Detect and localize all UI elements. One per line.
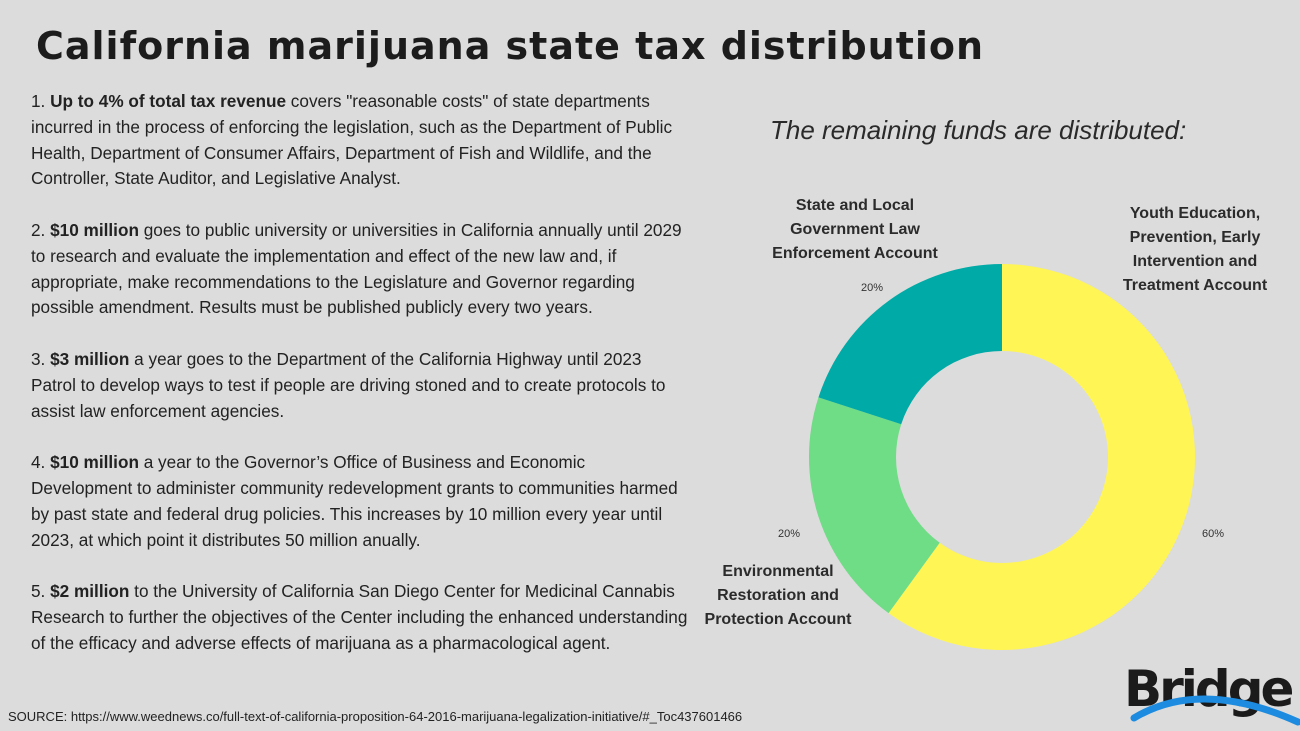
list-item: 3. $3 million a year goes to the Departm… <box>31 347 691 424</box>
item-amount: $3 million <box>50 348 130 369</box>
slice-state-and-local-government-law-enforcement-account <box>818 264 1002 425</box>
slice-youth-education-prevention-early-intervention-and-treatment-account <box>888 264 1195 650</box>
item-amount: Up to 4% of total tax revenue <box>50 91 287 111</box>
list-item: 4. $10 million a year to the Governor’s … <box>31 450 691 553</box>
item-amount: $10 million <box>50 219 139 240</box>
item-description: a year goes to the Department of the Cal… <box>31 348 666 421</box>
item-number: 2. <box>31 219 51 240</box>
slice-name-label: State and Local Government Law Enforcement… <box>772 197 938 262</box>
list-item: 2. $10 million goes to public university… <box>31 218 691 321</box>
item-amount: $2 million <box>50 581 130 602</box>
slice-percent-label: 60% <box>1202 528 1224 540</box>
page-title: California marijuana state tax distribut… <box>36 24 985 68</box>
item-amount: $10 million <box>50 452 139 473</box>
item-number: 5. <box>31 581 51 602</box>
item-number: 1. <box>31 91 51 111</box>
slice-percent-label: 20% <box>778 528 800 540</box>
distribution-list: 1. Up to 4% of total tax revenue covers … <box>31 89 691 682</box>
donut-chart: 60% Youth Education, Prevention, Early Inte… <box>705 197 1268 650</box>
list-item: 5. $2 million to the University of Calif… <box>31 579 691 656</box>
slice-name-label: Environmental Restoration and Protection A… <box>705 563 853 628</box>
bridge-logo: Bridge <box>1124 660 1300 726</box>
slice-name-label: Youth Education, Prevention, Early Interve… <box>1123 205 1268 294</box>
chart-title: The remaining funds are distributed: <box>770 115 1187 145</box>
item-number: 3. <box>31 348 51 369</box>
item-description: goes to public university or universitie… <box>31 219 682 318</box>
item-description: to the University of California San Dieg… <box>31 581 688 653</box>
item-description: a year to the Governor’s Office of Busin… <box>31 452 678 550</box>
slice-environmental-restoration-and-protection-account <box>809 397 940 614</box>
source-citation: SOURCE: https://www.weednews.co/full-tex… <box>8 709 743 724</box>
list-item: 1. Up to 4% of total tax revenue covers … <box>31 89 691 192</box>
slice-percent-label: 20% <box>861 282 883 294</box>
item-number: 4. <box>31 452 51 473</box>
item-description: covers "reasonable costs" of state depar… <box>31 91 673 189</box>
